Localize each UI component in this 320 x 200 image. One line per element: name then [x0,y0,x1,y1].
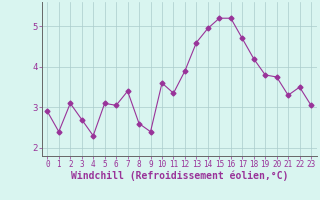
X-axis label: Windchill (Refroidissement éolien,°C): Windchill (Refroidissement éolien,°C) [70,171,288,181]
